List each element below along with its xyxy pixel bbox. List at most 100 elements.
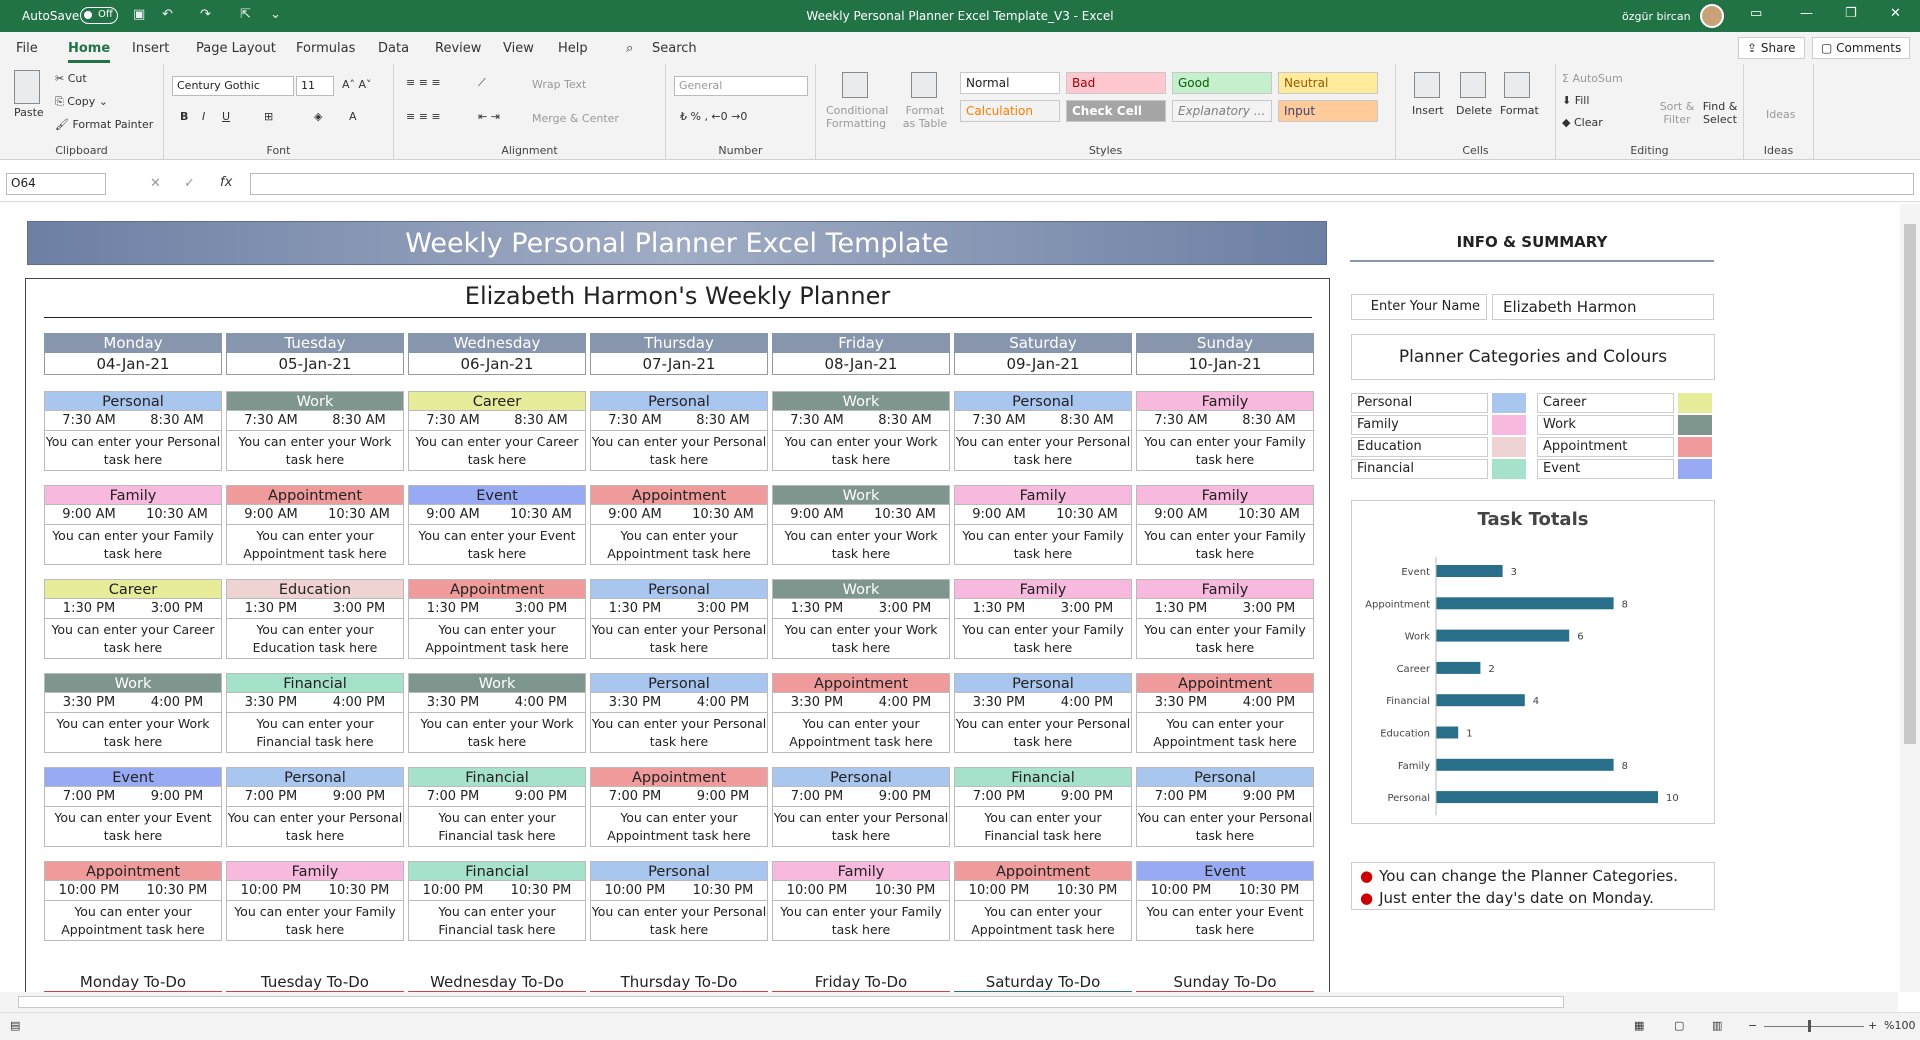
day-date-thursday[interactable]: 07-Jan-21 <box>590 353 768 375</box>
task-category[interactable]: Financial <box>226 673 404 693</box>
delete-cells-button[interactable]: Delete <box>1456 104 1493 117</box>
task-time[interactable]: 1:30 PM 3:00 PM <box>590 599 768 619</box>
minimize-icon[interactable]: — <box>1800 6 1813 21</box>
task-time[interactable]: 7:00 PM 9:00 PM <box>772 787 950 807</box>
save-icon[interactable]: ▣ <box>133 7 146 22</box>
style-neutral[interactable]: Neutral <box>1278 72 1378 94</box>
task-category[interactable]: Personal <box>590 391 768 411</box>
task-description[interactable]: You can enter your Event task here <box>44 807 222 847</box>
name-input[interactable]: Elizabeth Harmon <box>1492 294 1714 320</box>
task-description[interactable]: You can enter your Appointment task here <box>590 807 768 847</box>
task-description[interactable]: You can enter your Appointment task here <box>1136 713 1314 753</box>
vertical-scroll-thumb[interactable] <box>1904 224 1916 744</box>
find-select-button[interactable]: Find & Select <box>1702 100 1738 126</box>
paste-icon[interactable] <box>14 70 40 104</box>
task-time[interactable]: 7:00 PM 9:00 PM <box>1136 787 1314 807</box>
task-time[interactable]: 10:00 PM 10:30 PM <box>590 881 768 901</box>
task-description[interactable]: You can enter your Financial task here <box>226 713 404 753</box>
style-bad[interactable]: Bad <box>1066 72 1166 94</box>
task-category[interactable]: Family <box>226 861 404 881</box>
task-category[interactable]: Personal <box>590 579 768 599</box>
task-time[interactable]: 9:00 AM 10:30 AM <box>954 505 1132 525</box>
borders-icon[interactable]: ⊞ <box>264 110 274 123</box>
task-time[interactable]: 1:30 PM 3:00 PM <box>772 599 950 619</box>
task-description[interactable]: You can enter your Personal task here <box>954 713 1132 753</box>
task-category[interactable]: Event <box>44 767 222 787</box>
task-category[interactable]: Work <box>772 485 950 505</box>
tab-home[interactable]: Home <box>68 41 111 63</box>
task-category[interactable]: Appointment <box>44 861 222 881</box>
task-time[interactable]: 1:30 PM 3:00 PM <box>1136 599 1314 619</box>
share-button[interactable]: ⇪ Share <box>1738 37 1805 59</box>
fill-button[interactable]: ⬇ Fill <box>1562 94 1590 107</box>
task-time[interactable]: 7:00 PM 9:00 PM <box>590 787 768 807</box>
tab-formulas[interactable]: Formulas <box>296 41 356 56</box>
style-input[interactable]: Input <box>1278 100 1378 122</box>
user-name[interactable]: özgür bircan <box>1622 10 1691 23</box>
customize-icon[interactable]: ⌄ <box>270 7 281 22</box>
copy-button[interactable]: ⎘ Copy ⌄ <box>55 95 108 108</box>
horizontal-scrollbar[interactable] <box>0 992 1898 1012</box>
style-normal[interactable]: Normal <box>960 72 1060 94</box>
task-description[interactable]: You can enter your Appointment task here <box>226 525 404 565</box>
task-category[interactable]: Appointment <box>1136 673 1314 693</box>
task-description[interactable]: You can enter your Family task here <box>772 901 950 941</box>
task-description[interactable]: You can enter your Family task here <box>1136 619 1314 659</box>
task-category[interactable]: Financial <box>408 861 586 881</box>
orientation-icon[interactable]: ⟋ <box>478 76 486 89</box>
task-category[interactable]: Personal <box>44 391 222 411</box>
task-time[interactable]: 9:00 AM 10:30 AM <box>1136 505 1314 525</box>
day-date-friday[interactable]: 08-Jan-21 <box>772 353 950 375</box>
task-time[interactable]: 10:00 PM 10:30 PM <box>772 881 950 901</box>
grow-font-icon[interactable]: A˄ A˅ <box>342 78 372 91</box>
style-check-cell[interactable]: Check Cell <box>1066 100 1166 122</box>
indent-icon[interactable]: ⇤ ⇥ <box>478 110 500 123</box>
task-description[interactable]: You can enter your Career task here <box>44 619 222 659</box>
task-time[interactable]: 3:30 PM 4:00 PM <box>772 693 950 713</box>
task-description[interactable]: You can enter your Financial task here <box>954 807 1132 847</box>
task-time[interactable]: 7:30 AM 8:30 AM <box>408 411 586 431</box>
task-time[interactable]: 10:00 PM 10:30 PM <box>226 881 404 901</box>
worksheet[interactable]: Weekly Personal Planner Excel Template E… <box>0 204 1898 992</box>
task-category[interactable]: Work <box>772 579 950 599</box>
day-date-tuesday[interactable]: 05-Jan-21 <box>226 353 404 375</box>
task-description[interactable]: You can enter your Personal task here <box>772 807 950 847</box>
task-time[interactable]: 7:30 AM 8:30 AM <box>1136 411 1314 431</box>
task-category[interactable]: Personal <box>954 673 1132 693</box>
task-category[interactable]: Work <box>226 391 404 411</box>
task-description[interactable]: You can enter your Work task here <box>772 525 950 565</box>
task-category[interactable]: Family <box>954 579 1132 599</box>
task-category[interactable]: Personal <box>772 767 950 787</box>
task-time[interactable]: 1:30 PM 3:00 PM <box>408 599 586 619</box>
task-description[interactable]: You can enter your Personal task here <box>590 901 768 941</box>
task-time[interactable]: 3:30 PM 4:00 PM <box>590 693 768 713</box>
task-description[interactable]: You can enter your Work task here <box>44 713 222 753</box>
task-category[interactable]: Appointment <box>226 485 404 505</box>
redo-icon[interactable]: ↷ <box>200 7 211 22</box>
fill-color-icon[interactable]: ◈ <box>314 110 323 123</box>
task-description[interactable]: You can enter your Family task here <box>1136 525 1314 565</box>
task-category[interactable]: Family <box>772 861 950 881</box>
italic-icon[interactable]: I <box>202 110 206 123</box>
zoom-slider-thumb[interactable] <box>1808 1020 1811 1032</box>
task-time[interactable]: 1:30 PM 3:00 PM <box>44 599 222 619</box>
tab-review[interactable]: Review <box>435 41 482 56</box>
task-category[interactable]: Work <box>44 673 222 693</box>
task-category[interactable]: Work <box>408 673 586 693</box>
task-description[interactable]: You can enter your Event task here <box>1136 901 1314 941</box>
task-description[interactable]: You can enter your Appointment task here <box>772 713 950 753</box>
task-description[interactable]: You can enter your Appointment task here <box>44 901 222 941</box>
task-time[interactable]: 7:30 AM 8:30 AM <box>772 411 950 431</box>
name-box[interactable]: O64 <box>6 173 106 195</box>
underline-icon[interactable]: U <box>222 110 231 123</box>
task-description[interactable]: You can enter your Financial task here <box>408 807 586 847</box>
task-category[interactable]: Appointment <box>590 485 768 505</box>
task-time[interactable]: 3:30 PM 4:00 PM <box>408 693 586 713</box>
task-time[interactable]: 3:30 PM 4:00 PM <box>954 693 1132 713</box>
task-category[interactable]: Family <box>44 485 222 505</box>
task-description[interactable]: You can enter your Appointment task here <box>408 619 586 659</box>
format-cells-button[interactable]: Format <box>1500 104 1539 117</box>
task-description[interactable]: You can enter your Personal task here <box>226 807 404 847</box>
format-cells-icon[interactable] <box>1504 72 1530 98</box>
task-category[interactable]: Career <box>44 579 222 599</box>
